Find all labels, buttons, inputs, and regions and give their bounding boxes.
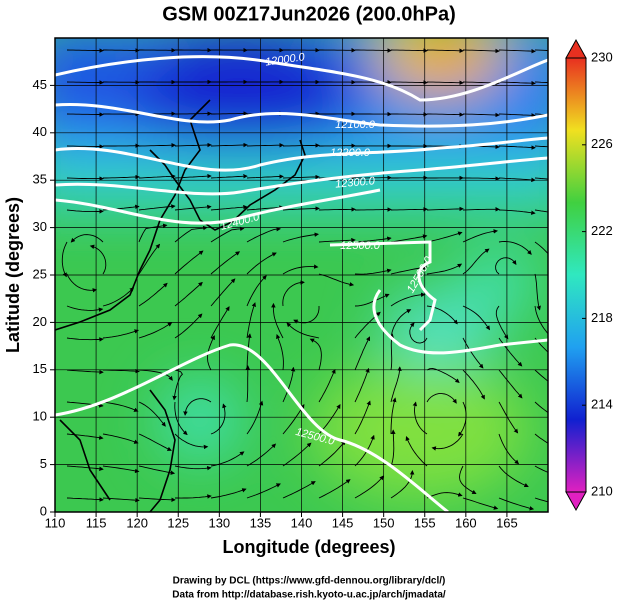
x-tick-label: 115 bbox=[86, 515, 107, 530]
credit: Drawing by DCL (https://www.gfd-dennou.o… bbox=[173, 576, 446, 587]
x-tick-label: 145 bbox=[332, 515, 354, 530]
streamline bbox=[67, 82, 103, 83]
contour-label: 12500.0 bbox=[340, 240, 381, 252]
y-tick-label: 20 bbox=[33, 314, 47, 329]
x-tick-label: 150 bbox=[373, 515, 395, 530]
y-tick-label: 45 bbox=[33, 77, 47, 92]
contour-label: 12100.0 bbox=[335, 119, 376, 131]
x-tick-label: 135 bbox=[250, 515, 272, 530]
y-tick-label: 25 bbox=[33, 266, 47, 281]
streamline bbox=[355, 210, 391, 211]
x-tick-label: 160 bbox=[455, 515, 477, 530]
x-tick-label: 140 bbox=[291, 515, 313, 530]
colorbar-tick-label: 214 bbox=[591, 397, 613, 412]
colorbar-tick-label: 222 bbox=[591, 223, 613, 238]
x-tick-label: 120 bbox=[126, 515, 148, 530]
y-tick-label: 10 bbox=[33, 409, 47, 424]
x-tick-label: 165 bbox=[496, 515, 518, 530]
y-axis-label: Latitude (degrees) bbox=[3, 197, 23, 353]
y-tick-label: 15 bbox=[33, 361, 47, 376]
colorbar-tick-label: 218 bbox=[591, 310, 613, 325]
streamline bbox=[67, 114, 103, 115]
contour-label: 12200.0 bbox=[330, 147, 371, 159]
streamline bbox=[355, 50, 391, 51]
colorbar-body bbox=[566, 58, 586, 492]
colorbar-tick-label: 230 bbox=[591, 49, 613, 64]
colorbar-top bbox=[566, 40, 586, 58]
streamline bbox=[67, 50, 103, 51]
x-tick-label: 130 bbox=[208, 515, 230, 530]
colorbar: 210 214 218 222 226 230 bbox=[566, 40, 613, 510]
colorbar-bottom bbox=[566, 492, 586, 510]
colorbar-tick-label: 210 bbox=[591, 483, 613, 498]
y-tick-label: 0 bbox=[40, 503, 47, 518]
colorbar-tick-label: 226 bbox=[591, 136, 613, 151]
x-axis-label: Longitude (degrees) bbox=[222, 537, 395, 557]
streamline bbox=[67, 146, 103, 147]
y-tick-label: 30 bbox=[33, 219, 47, 234]
credit: Data from http://database.rish.kyoto-u.a… bbox=[172, 590, 446, 601]
streamline bbox=[211, 114, 247, 115]
field: 12000.012100.012200.012300.012400.012500… bbox=[20, 15, 580, 512]
streamline bbox=[175, 114, 211, 115]
x-tick-label: 155 bbox=[414, 515, 436, 530]
y-tick-label: 5 bbox=[40, 456, 47, 471]
y-tick-label: 35 bbox=[33, 172, 47, 187]
y-tick-label: 40 bbox=[33, 124, 47, 139]
x-tick-label: 110 bbox=[45, 515, 66, 530]
chart-title: GSM 00Z17Jun2026 (200.0hPa) bbox=[162, 3, 455, 25]
streamline bbox=[391, 82, 427, 83]
x-tick-label: 125 bbox=[167, 515, 189, 530]
